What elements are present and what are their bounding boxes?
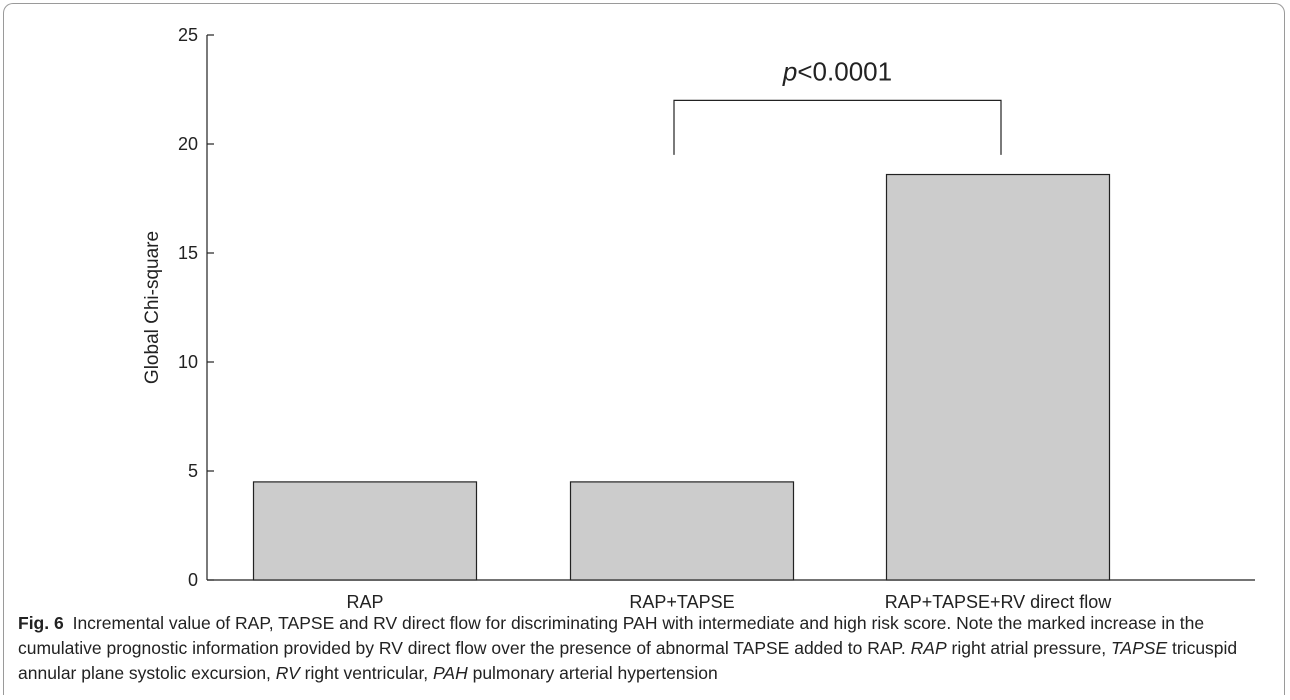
- figure-frame: [3, 3, 1285, 695]
- caption-text: Incremental value of RAP, TAPSE and RV d…: [18, 613, 1205, 658]
- abbreviation-definition: right ventricular,: [299, 663, 434, 683]
- bar-chart: 0 5 10 15 20 25 Global Chi-square RAP RAP+TAPSE R…: [142, 25, 1255, 610]
- abbreviation-term: RV: [275, 663, 300, 683]
- y-tick-label: 5: [188, 461, 198, 481]
- y-axis-label: Global Chi-square: [142, 231, 163, 384]
- y-tick-label: 15: [178, 243, 198, 263]
- significance-label: p<0.0001: [782, 56, 892, 86]
- y-tick-label: 25: [178, 25, 198, 45]
- figure-caption: Fig. 6 Incremental value of RAP, TAPSE a…: [18, 611, 1273, 686]
- bar: [885, 173, 1111, 581]
- abbreviation-definition: tricuspid annular plane systolic excursi…: [18, 638, 1238, 683]
- x-tick-label: RAP: [346, 592, 383, 610]
- abbreviation-term: RAP: [910, 638, 947, 658]
- figure-label: Fig. 6: [18, 613, 64, 633]
- significance-bracket: [673, 99, 1002, 155]
- y-tick-label: 0: [188, 570, 198, 590]
- abbreviation-term: PAH: [433, 663, 468, 683]
- abbreviation-definition: pulmonary arterial hypertension: [467, 663, 718, 683]
- abbreviation-definition: right atrial pressure,: [946, 638, 1112, 658]
- bar: [569, 481, 795, 581]
- bar: [252, 481, 478, 581]
- caption-abbreviations: RAP right atrial pressure, TAPSE tricusp…: [18, 638, 1237, 683]
- y-tick-label: 20: [178, 134, 198, 154]
- x-tick-label: RAP+TAPSE+RV direct flow: [885, 592, 1112, 610]
- x-tick-label: RAP+TAPSE: [629, 592, 734, 610]
- y-tick-label: 10: [178, 352, 198, 372]
- abbreviation-term: TAPSE: [1111, 638, 1168, 658]
